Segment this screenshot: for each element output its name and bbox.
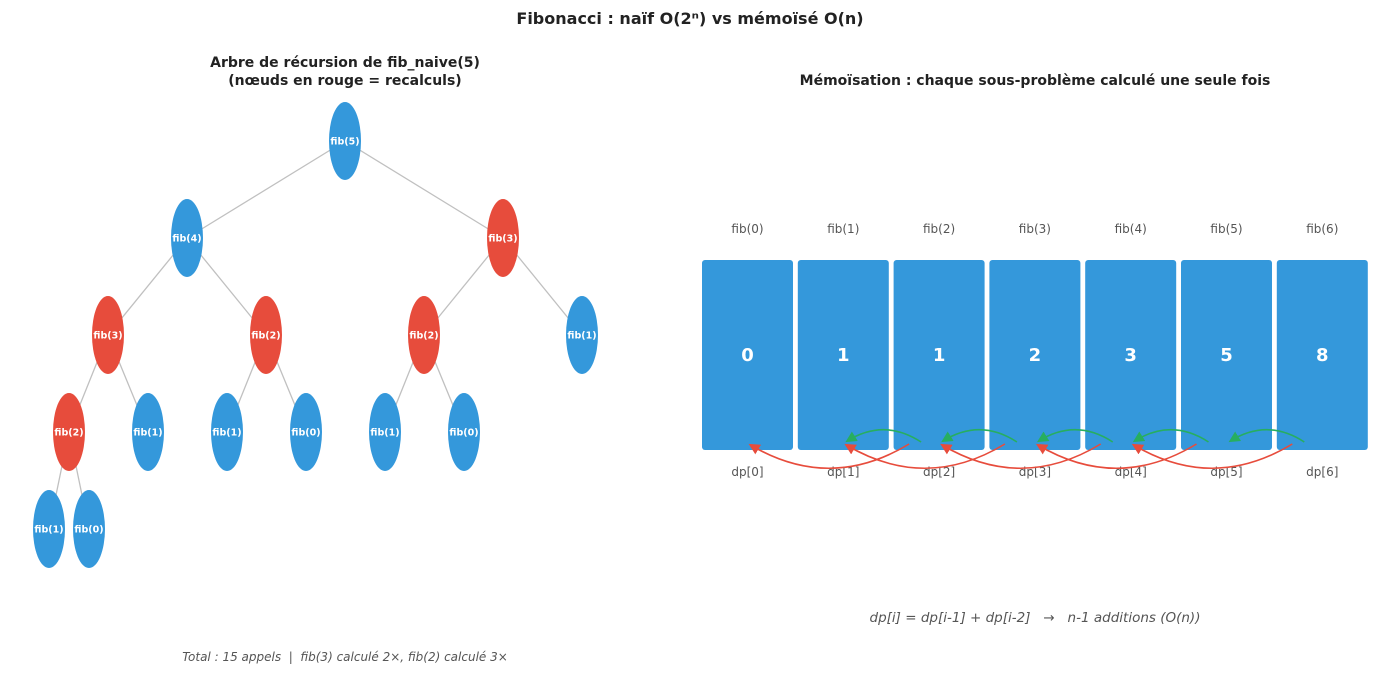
memo-cell-top-label: fib(4) <box>1115 222 1147 236</box>
memo-cell-box <box>1085 260 1177 450</box>
recursion-tree-panel: Arbre de récursion de fib_naive(5) (nœud… <box>33 55 598 664</box>
dependency-arrow-prev2 <box>1131 443 1293 470</box>
tree-node-label: fib(1) <box>370 428 399 439</box>
tree-node-label: fib(5) <box>330 137 359 148</box>
dependency-arrow-prev2 <box>748 443 910 470</box>
dependency-arrow-prev2 <box>1035 443 1197 470</box>
tree-node-label: fib(1) <box>567 331 596 342</box>
tree-node-recalc-shape <box>250 296 282 374</box>
tree-node: fib(2) <box>250 296 282 374</box>
memo-cell-box <box>797 260 889 450</box>
memo-cell-value: 0 <box>741 345 754 366</box>
tree-node: fib(1) <box>566 296 598 374</box>
tree-node: fib(1) <box>369 393 401 471</box>
memoization-panel: Mémoïsation : chaque sous-problème calcu… <box>702 73 1368 626</box>
tree-node: fib(1) <box>132 393 164 471</box>
memo-cell-top-label: fib(5) <box>1210 222 1242 236</box>
tree-subtitle: (nœuds en rouge = recalculs) <box>228 73 461 89</box>
tree-node: fib(4) <box>171 199 203 277</box>
tree-node: fib(2) <box>408 296 440 374</box>
tree-title: Arbre de récursion de fib_naive(5) <box>210 55 480 71</box>
memo-cell-box <box>702 260 793 450</box>
tree-node-shape <box>290 393 322 471</box>
memo-cell-top-label: fib(3) <box>1019 222 1051 236</box>
memo-dependency-arrows <box>748 428 1305 470</box>
tree-node-label: fib(2) <box>409 331 438 342</box>
tree-node: fib(0) <box>73 490 105 568</box>
memo-cell-box <box>1181 260 1272 450</box>
memo-cell: fib(0) 0 dp[0] <box>702 222 793 479</box>
tree-node-shape <box>369 393 401 471</box>
memo-cell: fib(3)2dp[3] <box>989 222 1081 479</box>
tree-node: fib(0) <box>290 393 322 471</box>
memo-cell-value: 1 <box>837 345 850 366</box>
dependency-arrow-prev <box>1132 428 1209 443</box>
tree-node-label: fib(0) <box>291 428 320 439</box>
memo-cell-bottom-label: dp[0] <box>731 465 763 479</box>
memo-cell-value: 2 <box>1029 345 1042 366</box>
memo-array: fib(0)0dp[0]fib(1)1dp[1]fib(2)1dp[2]fib(… <box>702 222 1368 479</box>
tree-node-shape <box>211 393 243 471</box>
tree-node-label: fib(3) <box>488 234 517 245</box>
memo-cell-box <box>989 260 1081 450</box>
tree-node-shape <box>33 490 65 568</box>
dependency-arrow-prev <box>845 428 922 443</box>
memo-cell-value: 1 <box>933 345 946 366</box>
dependency-arrow-prev <box>1228 428 1305 443</box>
dependency-arrow-prev2 <box>940 443 1102 470</box>
tree-node-shape <box>448 393 480 471</box>
tree-node: fib(0) <box>448 393 480 471</box>
tree-node-recalc-shape <box>92 296 124 374</box>
tree-node: fib(3) <box>487 199 519 277</box>
tree-node-label: fib(3) <box>93 331 122 342</box>
tree-node: fib(1) <box>211 393 243 471</box>
memo-cell-top-label: fib(2) <box>923 222 955 236</box>
tree-node-shape <box>171 199 203 277</box>
tree-node: fib(1) <box>33 490 65 568</box>
memo-cell: fib(5)5dp[5] <box>1181 222 1272 479</box>
memo-cell-value: 5 <box>1220 345 1233 366</box>
tree-node-recalc-shape <box>408 296 440 374</box>
tree-node: fib(5) <box>329 102 361 180</box>
tree-node-shape <box>566 296 598 374</box>
dependency-arrow-prev <box>941 428 1018 443</box>
memo-cell: fib(6) 8 dp[6] <box>1276 222 1368 479</box>
tree-node: fib(2) <box>53 393 85 471</box>
memo-cell-bottom-label: dp[6] <box>1306 465 1338 479</box>
tree-node-shape <box>73 490 105 568</box>
memo-cell-top-label: fib(6) <box>1306 222 1338 236</box>
dependency-arrow-prev2 <box>844 443 1006 470</box>
tree-node-label: fib(4) <box>172 234 201 245</box>
memo-cell-box <box>1276 260 1368 450</box>
memo-cell-value: 8 <box>1316 345 1329 366</box>
figure-title: Fibonacci : naïf O(2ⁿ) vs mémoïsé O(n) <box>516 9 863 28</box>
tree-edge <box>186 140 346 239</box>
tree-nodes: fib(5) fib(4) fib(3) fib(3) fib(2) fib(2) fib(… <box>33 102 598 568</box>
tree-node-label: fib(1) <box>34 525 63 536</box>
tree-node-label: fib(1) <box>133 428 162 439</box>
memo-cell-box <box>893 260 985 450</box>
memo-cell: fib(2)1dp[2] <box>893 222 985 479</box>
tree-edge <box>344 140 504 239</box>
dependency-arrow-prev <box>1036 428 1114 443</box>
tree-node-recalc-shape <box>487 199 519 277</box>
tree-footnote: Total : 15 appels | fib(3) calculé 2×, f… <box>182 650 508 664</box>
tree-node-shape <box>329 102 361 180</box>
tree-node-label: fib(2) <box>251 331 280 342</box>
tree-node-label: fib(2) <box>54 428 83 439</box>
memo-cell-top-label: fib(0) <box>731 222 763 236</box>
tree-node-recalc-shape <box>53 393 85 471</box>
memo-cell-value: 3 <box>1124 345 1137 366</box>
tree-node-shape <box>132 393 164 471</box>
memo-cell: fib(4)3dp[4] <box>1085 222 1177 479</box>
tree-node-label: fib(0) <box>449 428 478 439</box>
tree-node-label: fib(1) <box>212 428 241 439</box>
memo-title: Mémoïsation : chaque sous-problème calcu… <box>800 73 1271 89</box>
memo-cell: fib(1)1dp[1] <box>797 222 889 479</box>
memo-formula: dp[i] = dp[i-1] + dp[i-2] → n-1 addition… <box>870 610 1201 626</box>
tree-node: fib(3) <box>92 296 124 374</box>
tree-node-label: fib(0) <box>74 525 103 536</box>
memo-cell-top-label: fib(1) <box>827 222 859 236</box>
